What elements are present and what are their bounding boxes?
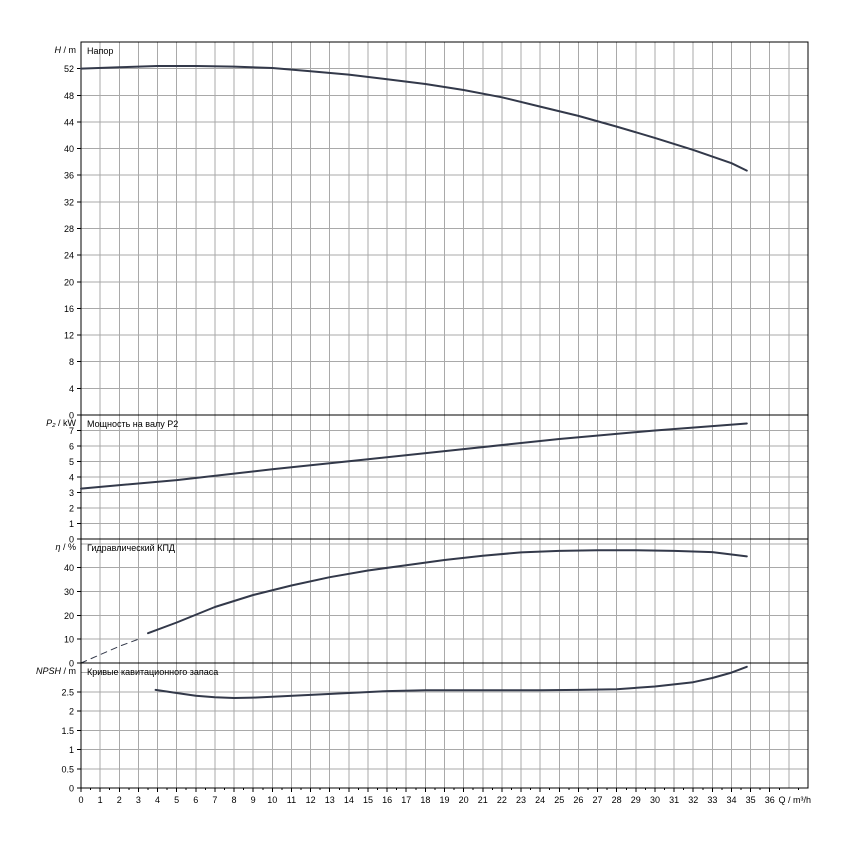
y-axis-label: NPSH / m bbox=[36, 666, 76, 676]
x-tick-label: 36 bbox=[765, 795, 775, 805]
panel-1: 0 1 2 3 4 5 6 7P₂ / kW Мощность на валу P2 bbox=[46, 414, 809, 545]
y-tick-label: 0.5 bbox=[61, 764, 74, 774]
x-tick-label: 14 bbox=[344, 795, 354, 805]
curve-line bbox=[154, 665, 748, 699]
y-tick-label: 40 bbox=[64, 563, 74, 573]
y-tick-label: 28 bbox=[64, 224, 74, 234]
x-tick-label: 7 bbox=[212, 795, 217, 805]
y-tick-label: 1 bbox=[69, 519, 74, 529]
panel-3: 0 0.5 1 1.5 2 2.5 NPSH / m Кривые кавитационног… bbox=[36, 662, 811, 805]
y-tick-label: 0 bbox=[69, 784, 74, 794]
curve-line-dashed bbox=[80, 638, 139, 664]
x-tick-label: 17 bbox=[401, 795, 411, 805]
x-tick-label: 12 bbox=[306, 795, 316, 805]
y-tick-label: 4 bbox=[69, 473, 74, 483]
x-tick-label: 9 bbox=[251, 795, 256, 805]
x-tick-label: 2 bbox=[117, 795, 122, 805]
x-tick-label: 26 bbox=[573, 795, 583, 805]
y-tick-label: 5 bbox=[69, 457, 74, 467]
x-tick-label: 29 bbox=[631, 795, 641, 805]
y-tick-label: 0 bbox=[69, 411, 74, 421]
x-tick-label: 28 bbox=[612, 795, 622, 805]
panel-title: Напор bbox=[87, 46, 113, 56]
x-tick-label: 19 bbox=[439, 795, 449, 805]
y-tick-label: 8 bbox=[69, 357, 74, 367]
y-tick-label: 44 bbox=[64, 117, 74, 127]
y-tick-label: 0 bbox=[69, 659, 74, 669]
panel-title: Мощность на валу P2 bbox=[87, 419, 178, 429]
x-tick-label: 20 bbox=[459, 795, 469, 805]
y-tick-label: 48 bbox=[64, 91, 74, 101]
y-tick-label: 12 bbox=[64, 331, 74, 341]
x-tick-label: 33 bbox=[707, 795, 717, 805]
panel-title: Кривые кавитационного запаса bbox=[87, 667, 218, 677]
x-tick-label: 35 bbox=[746, 795, 756, 805]
x-tick-label: 30 bbox=[650, 795, 660, 805]
y-tick-label: 20 bbox=[64, 277, 74, 287]
panel-2: 0 10 20 30 40 η / % Гидравлический КПД bbox=[55, 538, 809, 669]
x-tick-label: 32 bbox=[688, 795, 698, 805]
x-tick-label: 3 bbox=[136, 795, 141, 805]
curve-line bbox=[80, 422, 748, 490]
x-tick-label: 6 bbox=[193, 795, 198, 805]
y-tick-label: 20 bbox=[64, 611, 74, 621]
panel-title: Гидравлический КПД bbox=[87, 543, 175, 553]
y-tick-label: 30 bbox=[64, 587, 74, 597]
y-tick-label: 32 bbox=[64, 197, 74, 207]
x-tick-label: 27 bbox=[593, 795, 603, 805]
x-tick-label: 16 bbox=[382, 795, 392, 805]
y-tick-label: 7 bbox=[69, 426, 74, 436]
y-tick-label: 52 bbox=[64, 64, 74, 74]
x-tick-label: 0 bbox=[78, 795, 83, 805]
y-tick-label: 4 bbox=[69, 384, 74, 394]
x-tick-label: 22 bbox=[497, 795, 507, 805]
curve-line bbox=[80, 65, 748, 172]
x-tick-label: 23 bbox=[516, 795, 526, 805]
x-tick-label: 10 bbox=[267, 795, 277, 805]
y-tick-label: 2.5 bbox=[61, 687, 74, 697]
y-tick-label: 24 bbox=[64, 251, 74, 261]
x-tick-label: 15 bbox=[363, 795, 373, 805]
x-axis-label: Q / m³/h bbox=[778, 795, 811, 805]
curve-line bbox=[147, 549, 748, 635]
x-tick-label: 18 bbox=[420, 795, 430, 805]
y-tick-label: 6 bbox=[69, 442, 74, 452]
y-axis-label: P₂ / kW bbox=[46, 418, 76, 428]
y-tick-label: 2 bbox=[69, 504, 74, 514]
x-tick-label: 11 bbox=[287, 795, 296, 805]
y-tick-label: 1 bbox=[69, 745, 74, 755]
y-tick-label: 16 bbox=[64, 304, 74, 314]
y-tick-label: 2 bbox=[69, 707, 74, 717]
x-tick-label: 5 bbox=[174, 795, 179, 805]
y-tick-label: 0 bbox=[69, 535, 74, 545]
x-tick-label: 8 bbox=[232, 795, 237, 805]
x-tick-label: 34 bbox=[726, 795, 736, 805]
x-tick-label: 1 bbox=[98, 795, 103, 805]
x-tick-label: 24 bbox=[535, 795, 545, 805]
y-tick-label: 3 bbox=[69, 488, 74, 498]
y-tick-label: 36 bbox=[64, 171, 74, 181]
x-tick-label: 13 bbox=[325, 795, 335, 805]
y-axis-label: η / % bbox=[55, 542, 76, 552]
y-tick-label: 1.5 bbox=[61, 726, 74, 736]
x-tick-label: 21 bbox=[478, 795, 488, 805]
x-tick-label: 31 bbox=[669, 795, 679, 805]
y-axis-label: H / m bbox=[55, 45, 77, 55]
y-tick-label: 10 bbox=[64, 635, 74, 645]
x-tick-label: 4 bbox=[155, 795, 160, 805]
x-tick-label: 25 bbox=[554, 795, 564, 805]
y-tick-label: 40 bbox=[64, 144, 74, 154]
